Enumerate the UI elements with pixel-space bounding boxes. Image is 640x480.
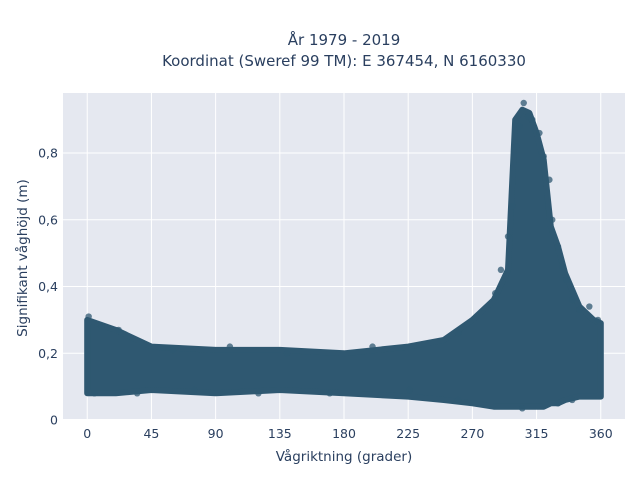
scatter-point-12 (509, 203, 516, 210)
scatter-point-27 (586, 303, 593, 310)
y-tick-label-4: 0,8 (38, 146, 58, 161)
y-tick-label-2: 0,4 (38, 279, 58, 294)
scatter-point-34 (255, 390, 262, 397)
scatter-point-26 (576, 306, 583, 314)
scatter-point-11 (504, 233, 512, 240)
y-tick-label-1: 0,2 (38, 346, 58, 361)
chart-title-line2: Koordinat (Sweref 99 TM): E 367454, N 61… (162, 52, 526, 70)
scatter-points (85, 99, 602, 412)
scatter-point-0 (85, 313, 92, 320)
scatter-point-7 (406, 386, 413, 394)
scatter-point-22 (554, 243, 562, 250)
scatter-point-13 (513, 143, 520, 150)
scatter-point-29 (569, 396, 576, 404)
scatter-point-14 (516, 123, 523, 130)
scatter-point-20 (546, 176, 553, 183)
y-tick-label-3: 0,6 (38, 212, 58, 227)
scatter-point-36 (133, 390, 141, 397)
scatter-point-35 (191, 386, 198, 394)
scatter-point-31 (519, 405, 526, 412)
x-tick-label-7: 315 (525, 426, 549, 441)
scatter-point-5 (283, 350, 291, 357)
scatter-point-24 (563, 276, 570, 284)
scatter-point-3 (169, 346, 177, 354)
scatter-point-25 (569, 296, 576, 304)
scatter-point-1 (98, 323, 105, 330)
x-tick-label-8: 360 (589, 426, 613, 441)
scatter-point-10 (497, 266, 505, 274)
x-tick-label-3: 135 (268, 426, 292, 441)
x-axis-label: Vågriktning (grader) (276, 448, 413, 465)
scatter-point-33 (326, 390, 333, 397)
scatter-point-9 (491, 290, 499, 297)
scatter-point-18 (536, 129, 543, 137)
x-tick-label-2: 90 (208, 426, 224, 441)
chart-title-line1: År 1979 - 2019 (288, 30, 401, 49)
x-tick-label-4: 180 (332, 426, 356, 441)
scatter-point-2 (115, 326, 122, 334)
scatter-point-6 (369, 343, 376, 350)
x-tick-label-6: 270 (460, 426, 484, 441)
scatter-point-30 (554, 400, 562, 407)
y-tick-label-0: 0 (50, 413, 58, 428)
scatter-envelope (84, 106, 604, 410)
y-axis-label: Signifikant våghöjd (m) (14, 179, 31, 337)
scatter-density-area (84, 106, 604, 410)
x-tick-label-5: 225 (396, 426, 420, 441)
scatter-point-4 (226, 343, 234, 350)
scatter-point-15 (520, 99, 527, 107)
x-tick-label-1: 45 (143, 426, 159, 441)
x-tick-label-0: 0 (83, 426, 91, 441)
scatter-point-28 (594, 316, 602, 324)
scatter-point-23 (559, 263, 566, 270)
scatter-point-37 (91, 390, 98, 397)
y-axis-ticks: 0 0,2 0,4 0,6 0,8 (38, 146, 58, 428)
x-axis-ticks: 0 45 90 135 180 225 270 315 360 (83, 426, 612, 441)
scatter-point-21 (549, 216, 556, 223)
scatter-point-32 (454, 396, 462, 404)
scatter-point-17 (529, 116, 536, 123)
scatter-point-8 (454, 330, 462, 337)
scatter-point-19 (540, 153, 547, 160)
